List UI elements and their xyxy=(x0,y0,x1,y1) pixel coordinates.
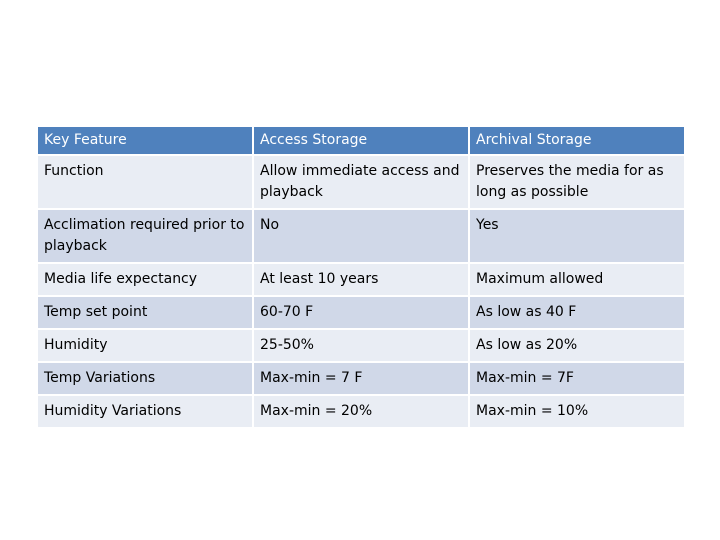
table-cell: Temp set point xyxy=(36,295,254,330)
table-cell: At least 10 years xyxy=(252,262,470,297)
table-cell: Max-min = 20% xyxy=(252,394,470,429)
table-cell: Max-min = 7 F xyxy=(252,361,470,396)
storage-table: Key Feature Access Storage Archival Storag… xyxy=(36,125,686,429)
table-body: Function Allow immediate access and playb… xyxy=(36,154,686,429)
table-cell: As low as 40 F xyxy=(468,295,686,330)
header-cell: Key Feature xyxy=(36,125,254,156)
table-cell: 60-70 F xyxy=(252,295,470,330)
table-row: Humidity 25-50% As low as 20% xyxy=(36,328,686,363)
table-cell: Max-min = 10% xyxy=(468,394,686,429)
table-cell: Function xyxy=(36,154,254,210)
table-row: Function Allow immediate access and playb… xyxy=(36,154,686,210)
table-cell: No xyxy=(252,208,470,264)
table-cell: Media life expectancy xyxy=(36,262,254,297)
table-cell: Allow immediate access and playback xyxy=(252,154,470,210)
table-row: Temp Variations Max-min = 7 F Max-min = 7F xyxy=(36,361,686,396)
table-row: Media life expectancy At least 10 years Ma… xyxy=(36,262,686,297)
table-cell: Max-min = 7F xyxy=(468,361,686,396)
table-row: Temp set point 60-70 F As low as 40 F xyxy=(36,295,686,330)
table-row: Acclimation required prior to playback No… xyxy=(36,208,686,264)
table-cell: Humidity Variations xyxy=(36,394,254,429)
table-cell: As low as 20% xyxy=(468,328,686,363)
table-cell: 25-50% xyxy=(252,328,470,363)
table-cell: Acclimation required prior to playback xyxy=(36,208,254,264)
table-row: Humidity Variations Max-min = 20% Max-min … xyxy=(36,394,686,429)
table-cell: Preserves the media for as long as possi… xyxy=(468,154,686,210)
header-row: Key Feature Access Storage Archival Storag… xyxy=(36,125,686,156)
header-cell: Access Storage xyxy=(252,125,470,156)
table-cell: Maximum allowed xyxy=(468,262,686,297)
header-cell: Archival Storage xyxy=(468,125,686,156)
table-cell: Yes xyxy=(468,208,686,264)
table-cell: Temp Variations xyxy=(36,361,254,396)
table-cell: Humidity xyxy=(36,328,254,363)
